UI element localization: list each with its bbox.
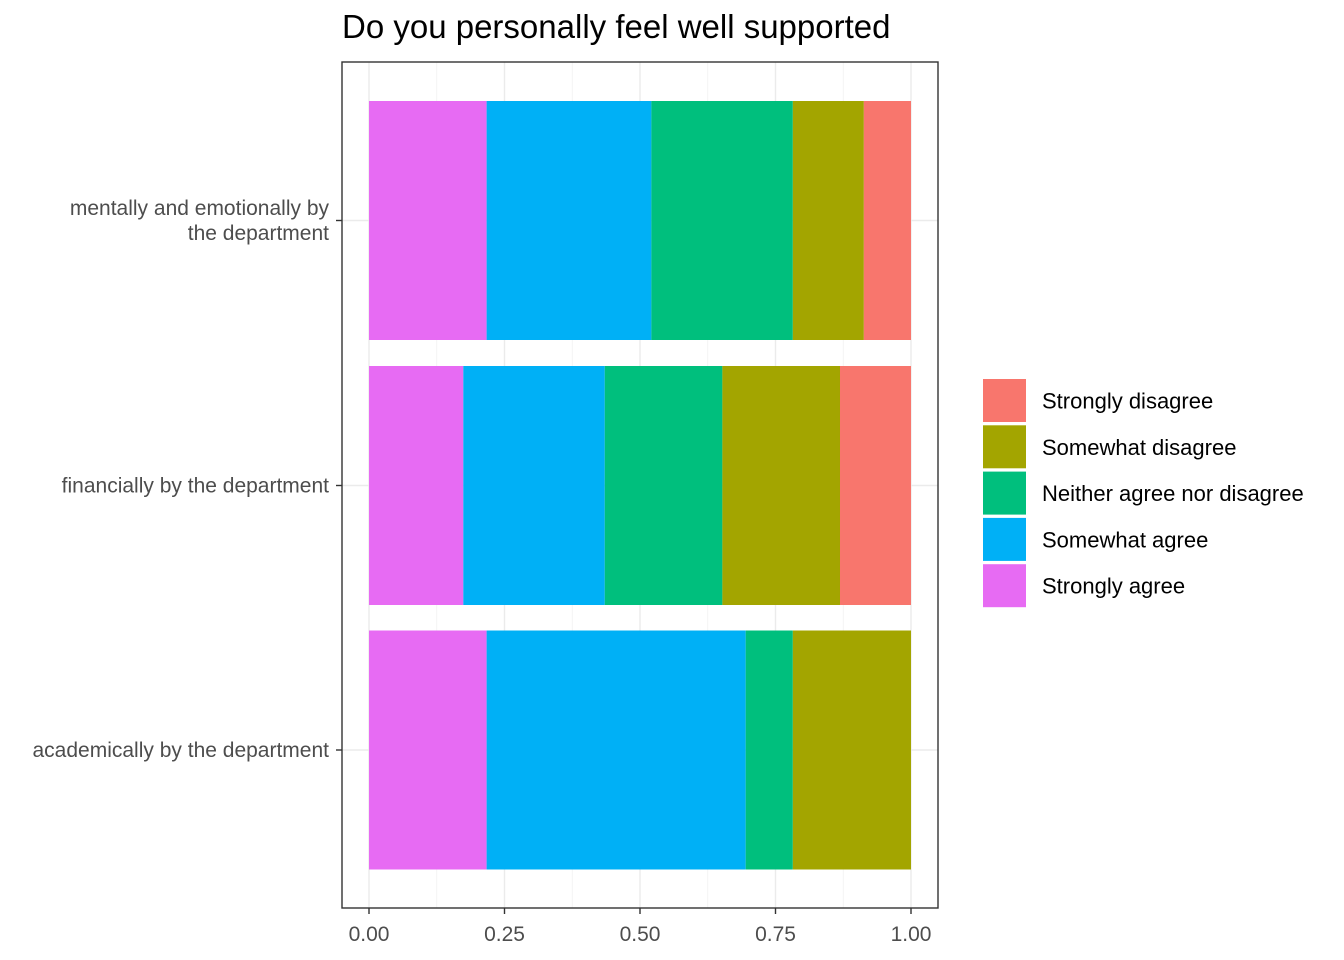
- bar-segment: [839, 366, 911, 605]
- y-tick-label: financially by the department: [62, 475, 329, 498]
- x-tick-label: 0.25: [484, 923, 525, 946]
- legend-key: [983, 379, 1026, 422]
- bar-segment: [369, 630, 487, 870]
- x-axis: 0.00 0.25 0.50 0.75 1.00: [349, 908, 932, 946]
- x-tick-label: 0.75: [755, 923, 796, 946]
- y-tick-label: academically by the department: [33, 739, 330, 762]
- legend: Strongly disagree Somewhat disagree Neithe…: [983, 379, 1304, 608]
- bar-segment: [863, 101, 911, 340]
- bar-segment: [792, 101, 864, 340]
- bar-segment: [369, 101, 487, 340]
- bar-segment: [722, 366, 840, 605]
- x-tick-label: 0.00: [349, 923, 390, 946]
- x-tick-label: 0.50: [620, 923, 661, 946]
- bar-segment: [486, 630, 746, 870]
- bar-segment: [486, 101, 652, 340]
- bar-segment: [745, 630, 793, 870]
- legend-label: Somewhat disagree: [1042, 435, 1236, 460]
- legend-label: Strongly agree: [1042, 574, 1185, 599]
- y-axis: mentally and emotionally by the departmen…: [33, 197, 342, 762]
- x-tick-label: 1.00: [891, 923, 932, 946]
- legend-key: [983, 517, 1026, 561]
- bar-segment: [651, 101, 793, 340]
- bar-segment: [792, 630, 911, 870]
- y-tick-label: mentally and emotionally by the departmen…: [70, 197, 330, 245]
- legend-label: Somewhat agree: [1042, 527, 1208, 552]
- legend-label: Neither agree nor disagree: [1042, 481, 1304, 506]
- chart-title: Do you personally feel well supported: [342, 8, 891, 45]
- legend-key: [983, 471, 1026, 515]
- bars: [369, 101, 911, 870]
- bar-segment: [369, 366, 464, 605]
- bar-segment: [463, 366, 605, 605]
- bar-segment: [604, 366, 723, 605]
- legend-key: [983, 425, 1026, 469]
- legend-label: Strongly disagree: [1042, 389, 1213, 414]
- legend-key: [983, 564, 1026, 608]
